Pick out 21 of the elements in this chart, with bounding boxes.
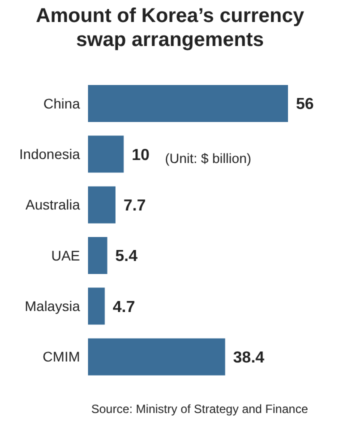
annotation: (Unit: $ billion) xyxy=(165,151,252,166)
bar xyxy=(88,85,288,122)
y-tick-label: Malaysia xyxy=(24,298,80,314)
data-label: 56 xyxy=(296,96,314,114)
chart-title: Amount of Korea’s currency swap arrangements xyxy=(34,4,306,52)
data-label: 7.7 xyxy=(124,198,146,215)
y-tick-label: CMIM xyxy=(42,348,80,365)
y-tick-label: China xyxy=(43,95,80,112)
data-label: 4.7 xyxy=(112,298,136,316)
bar xyxy=(88,288,105,325)
data-label: 38.4 xyxy=(233,350,264,367)
data-label: 5.4 xyxy=(115,248,138,266)
data-label: 10 xyxy=(132,146,150,164)
bar xyxy=(88,186,116,224)
bar xyxy=(88,338,226,376)
y-tick-label: UAE xyxy=(51,247,80,264)
source-note: Source: Ministry of Strategy and Finance xyxy=(91,402,308,416)
y-tick-label: Indonesia xyxy=(19,146,80,162)
y-tick-label: Australia xyxy=(26,196,80,213)
bar xyxy=(88,237,108,274)
bar xyxy=(88,136,124,173)
